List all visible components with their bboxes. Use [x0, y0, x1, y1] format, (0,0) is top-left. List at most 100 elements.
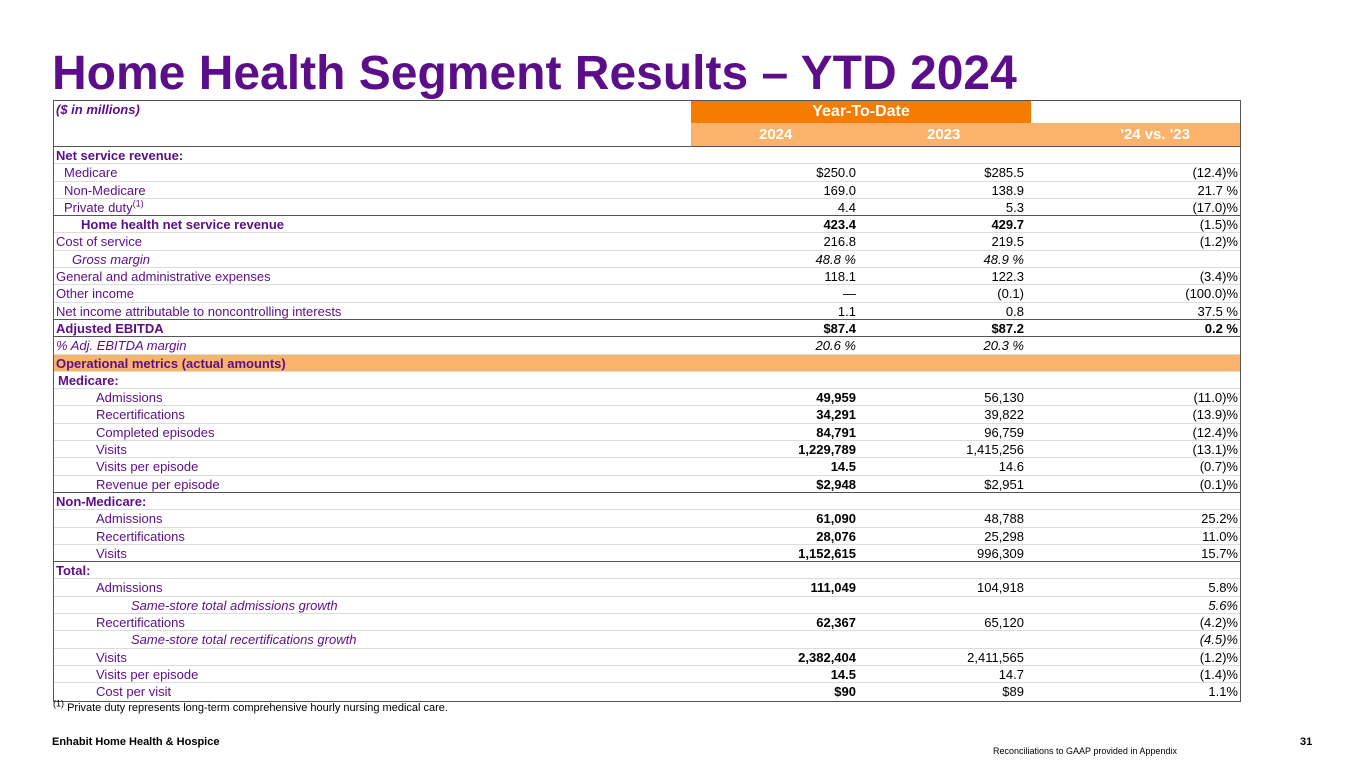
table-row: Medicare $250.0 $285.5 (12.4)%	[54, 164, 1240, 182]
table-row: Visits 1,152,615 996,309 15.7%	[54, 545, 1240, 563]
value-change: 5.6%	[1208, 597, 1238, 613]
value-2023: 5.3	[1005, 199, 1024, 215]
value-2023: (0.1)	[997, 286, 1024, 302]
row-label: % Adj. EBITDA margin	[56, 338, 187, 354]
table-row: Other income — (0.1) (100.0)%	[54, 285, 1240, 303]
row-label: Net service revenue:	[56, 148, 184, 163]
row-label: Admissions	[96, 390, 163, 406]
value-change: 11.0%	[1202, 528, 1238, 544]
value-change: (13.1)%	[1192, 442, 1238, 458]
value-2024: $87.4	[823, 320, 856, 336]
value-2023: 20.3 %	[983, 338, 1024, 354]
value-2024: 61,090	[816, 511, 856, 527]
value-change: (12.4)%	[1192, 424, 1238, 440]
column-header-2024: 2024	[759, 126, 793, 143]
row-label: General and administrative expenses	[56, 269, 271, 285]
value-2024: 216.8	[823, 234, 856, 250]
table-row: Total:	[54, 562, 1240, 580]
value-2023: $285.5	[984, 165, 1024, 181]
value-2023: 996,309	[977, 545, 1024, 561]
value-change: (4.5)%	[1199, 632, 1238, 648]
value-2023: 14.6	[998, 459, 1024, 475]
row-label: Gross margin	[72, 251, 151, 267]
table-row: Private duty(1) 4.4 5.3 (17.0)%	[54, 198, 1240, 217]
row-label: Recertifications	[96, 528, 185, 544]
row-label: Cost of service	[56, 234, 142, 250]
company-name: Enhabit Home Health & Hospice	[52, 736, 220, 748]
value-2023: $2,951	[984, 476, 1024, 492]
table-row: Admissions 61,090 48,788 25.2%	[54, 510, 1240, 528]
value-change: (0.1)%	[1199, 476, 1238, 492]
column-headers: 2024 2023 '24 vs. '23	[691, 123, 1240, 146]
value-2024: 1,229,789	[798, 442, 856, 458]
row-label: Non-Medicare:	[56, 493, 147, 509]
value-2023: 39,822	[984, 407, 1024, 423]
table-row: Visits per episode 14.5 14.6 (0.7)%	[54, 458, 1240, 476]
value-2024: $250.0	[816, 165, 856, 181]
table-row: Visits 1,229,789 1,415,256 (13.1)%	[54, 441, 1240, 459]
value-2023: 65,120	[984, 615, 1024, 631]
table-row: Completed episodes 84,791 96,759 (12.4)%	[54, 424, 1240, 442]
row-label: Cost per visit	[96, 684, 172, 700]
table-row: Admissions 49,959 56,130 (11.0)%	[54, 389, 1240, 407]
table-row: Visits 2,382,404 2,411,565 (1.2)%	[54, 649, 1240, 666]
row-label: Recertifications	[96, 615, 185, 631]
value-change: 37.5 %	[1197, 303, 1238, 319]
value-2023: $89	[1002, 684, 1024, 700]
footnote: (1) Private duty represents long-term co…	[53, 699, 448, 714]
row-label: Medicare	[64, 165, 118, 181]
value-change: 0.2 %	[1204, 320, 1238, 336]
value-2024: 4.4	[837, 199, 856, 215]
section-band: Operational metrics (actual amounts)	[54, 354, 1240, 372]
value-2024: 14.5	[830, 459, 856, 475]
row-label: Home health net service revenue	[81, 217, 285, 233]
value-2023: 138.9	[991, 182, 1024, 198]
value-2023: 429.7	[991, 217, 1024, 233]
table-row: Visits per episode 14.5 14.7 (1.4)%	[54, 666, 1240, 684]
value-change: (1.5)%	[1199, 217, 1238, 233]
table-row: Net service revenue:	[54, 147, 1240, 165]
value-2024: 28,076	[816, 528, 856, 544]
value-2023: 219.5	[991, 234, 1024, 250]
table-row: General and administrative expenses 118.1…	[54, 268, 1240, 286]
value-change: (100.0)%	[1185, 286, 1238, 302]
period-header: Year-To-Date	[691, 101, 1031, 123]
table-row: Same-store total admissions growth 5.6%	[54, 597, 1240, 615]
page-title: Home Health Segment Results – YTD 2024	[52, 47, 1017, 100]
footnote-text: Private duty represents long-term compre…	[67, 702, 448, 714]
row-label: Operational metrics (actual amounts)	[56, 355, 286, 371]
value-change: (1.2)%	[1199, 649, 1238, 665]
row-label: Same-store total recertifications growth	[131, 632, 357, 648]
table-row: Adjusted EBITDA $87.4 $87.2 0.2 %	[54, 320, 1240, 338]
value-2023: 14.7	[998, 666, 1024, 682]
value-change: (3.4)%	[1199, 269, 1238, 285]
results-table: ($ in millions) Year-To-Date 2024 2023 '…	[53, 100, 1241, 702]
value-2023: 25,298	[984, 528, 1024, 544]
row-label: Completed episodes	[96, 424, 215, 440]
footnote-marker: (1)	[132, 198, 144, 209]
table-row: Non-Medicare 169.0 138.9 21.7 %	[54, 182, 1240, 199]
value-2024: 14.5	[830, 666, 856, 682]
table-row: Recertifications 34,291 39,822 (13.9)%	[54, 406, 1240, 424]
table-row: Cost of service 216.8 219.5 (1.2)%	[54, 233, 1240, 251]
value-2024: 169.0	[823, 182, 856, 198]
units-label: ($ in millions)	[56, 102, 140, 117]
row-label: Admissions	[96, 580, 163, 596]
row-label: Recertifications	[96, 407, 185, 423]
row-label: Admissions	[96, 511, 163, 527]
row-label: Visits	[96, 545, 127, 561]
value-2024: 34,291	[816, 407, 856, 423]
row-label: Revenue per episode	[96, 476, 220, 492]
table-row: Revenue per episode $2,948 $2,951 (0.1)%	[54, 476, 1240, 493]
value-2024: —	[843, 286, 856, 302]
value-change: 21.7 %	[1197, 182, 1238, 198]
column-header-change: '24 vs. '23	[1120, 126, 1190, 143]
value-change: 25.2%	[1201, 511, 1238, 527]
value-change: (13.9)%	[1192, 407, 1238, 423]
table-row: Recertifications 62,367 65,120 (4.2)%	[54, 614, 1240, 632]
value-2024: 111,049	[810, 580, 856, 596]
table-row: Cost per visit $90 $89 1.1%	[54, 683, 1240, 700]
value-2024: 2,382,404	[798, 649, 856, 665]
value-change: 1.1%	[1208, 684, 1238, 700]
row-label: Visits	[96, 649, 127, 665]
